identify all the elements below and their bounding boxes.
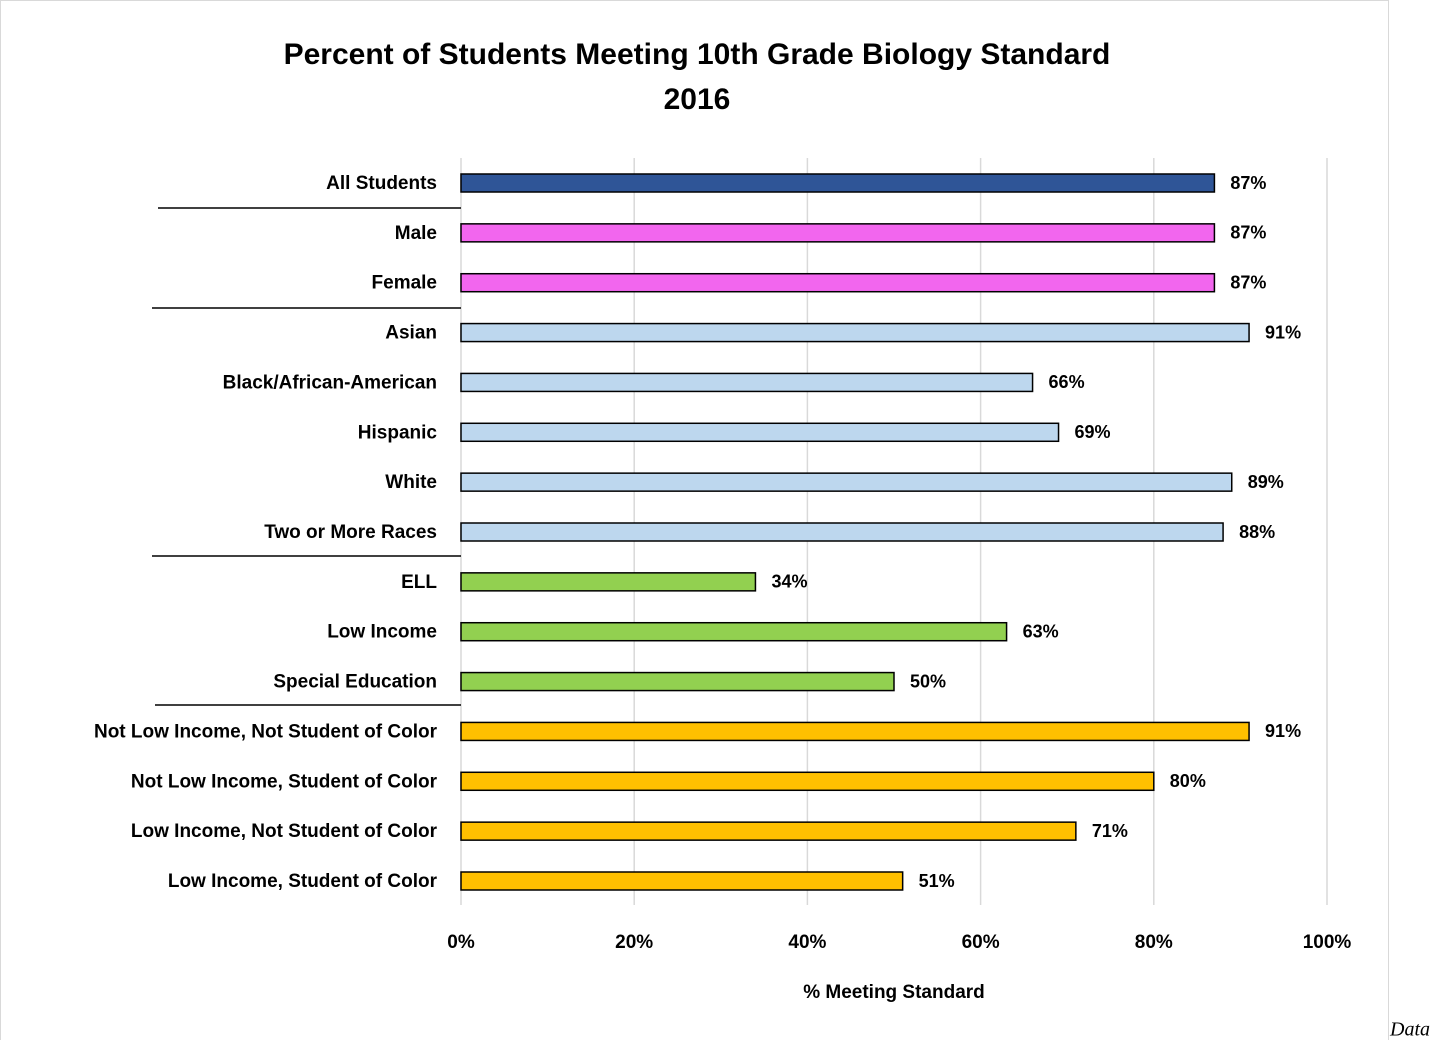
y-tick-label: Two or More Races — [264, 522, 437, 543]
bar — [460, 522, 1224, 542]
y-tick-label: All Students — [326, 173, 437, 194]
data-label: 63% — [1023, 621, 1059, 641]
x-tick-label: 0% — [447, 932, 475, 953]
data-label: 87% — [1230, 173, 1266, 193]
y-tick-label: Black/African-American — [223, 372, 437, 393]
y-tick-label: Special Education — [273, 672, 437, 693]
y-tick-label: ELL — [401, 572, 437, 593]
bar — [460, 572, 757, 592]
data-label: 89% — [1248, 472, 1284, 492]
data-label: 87% — [1230, 272, 1266, 292]
chart-subtitle: 2016 — [664, 83, 731, 116]
y-tick-label: Hispanic — [358, 422, 438, 443]
bar — [460, 771, 1155, 792]
y-tick-label: Low Income, Not Student of Color — [131, 821, 438, 842]
x-tick-label: 80% — [1135, 932, 1173, 953]
x-tick-label: 60% — [962, 932, 1000, 953]
data-label: 69% — [1075, 422, 1111, 442]
bar — [460, 272, 1216, 293]
bar — [460, 821, 1077, 841]
y-tick-label: Low Income, Student of Color — [168, 871, 438, 892]
y-tick-label: Male — [395, 223, 437, 244]
data-label: 51% — [919, 871, 955, 891]
data-label: 71% — [1092, 821, 1128, 841]
bar — [460, 671, 895, 692]
bar — [460, 472, 1233, 492]
x-tick-label: 20% — [615, 932, 653, 953]
bars: All Students 87% Male 87% Female 87% Asian 91% B… — [94, 173, 1301, 892]
bar — [460, 422, 1060, 443]
data-label: 50% — [910, 671, 946, 691]
group-separators — [152, 207, 461, 706]
bar — [460, 621, 1008, 642]
y-tick-label: White — [385, 472, 437, 493]
bar — [460, 372, 1034, 393]
data-label: 66% — [1049, 372, 1085, 392]
bar — [460, 721, 1250, 742]
bar — [460, 322, 1250, 343]
bar — [460, 871, 904, 891]
data-label: 87% — [1230, 223, 1266, 243]
bar — [460, 173, 1216, 193]
chart-title: Percent of Students Meeting 10th Grade B… — [284, 38, 1111, 71]
annotation: Data — [1389, 1019, 1430, 1040]
data-label: 34% — [771, 572, 807, 592]
y-tick-label: Asian — [385, 323, 437, 344]
y-tick-label: Not Low Income, Student of Color — [131, 771, 438, 792]
x-tick-label: 100% — [1303, 932, 1352, 953]
y-tick-label: Female — [372, 273, 437, 294]
bar — [460, 223, 1216, 243]
data-label: 88% — [1239, 522, 1275, 542]
y-tick-label: Not Low Income, Not Student of Color — [94, 721, 438, 742]
y-tick-label: Low Income — [327, 622, 437, 643]
data-label: 91% — [1265, 322, 1301, 342]
data-label: 91% — [1265, 721, 1301, 741]
data-label: 80% — [1170, 771, 1206, 791]
x-tick-label: 40% — [788, 932, 826, 953]
x-axis-label: % Meeting Standard — [803, 982, 985, 1003]
